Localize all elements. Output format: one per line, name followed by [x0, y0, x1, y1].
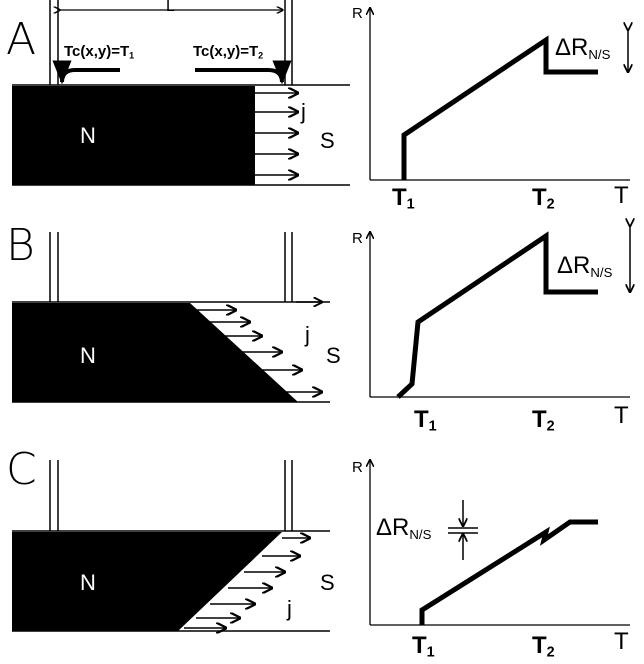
superconductor-label: S	[326, 343, 341, 368]
tc-left-pointer	[52, 60, 120, 85]
tc-left-label: Tc(x,y)=T1	[64, 43, 135, 61]
normal-label: N	[80, 343, 96, 368]
normal-region	[12, 86, 255, 185]
panel-letter-a: A	[6, 14, 37, 65]
t1-tick: T1	[414, 406, 437, 435]
panel-letter-c: C	[6, 444, 37, 495]
t2-tick: T2	[532, 406, 555, 435]
current-arrows-a	[255, 93, 298, 175]
resistance-curve	[419, 519, 598, 625]
current-label: j	[287, 596, 292, 621]
panel-c-sample	[12, 460, 330, 631]
graph-y-label: R	[352, 230, 363, 247]
graph-x-label: T	[614, 628, 629, 655]
current-label: j	[301, 99, 306, 124]
normal-label: N	[80, 570, 96, 595]
t1-tick: T1	[412, 632, 435, 661]
superconductor-label: S	[320, 128, 335, 153]
t2-tick: T2	[532, 184, 555, 213]
current-arrows-c	[184, 538, 310, 628]
normal-label: N	[80, 123, 96, 148]
normal-region	[12, 532, 282, 631]
panel-b-graph	[370, 226, 630, 399]
delta-r-label: ΔRN/S	[555, 34, 611, 62]
graph-x-label: T	[614, 182, 629, 209]
panel-a-graph	[370, 8, 630, 181]
delta-r-label: ΔRN/S	[557, 252, 613, 280]
panel-letter-b: B	[6, 220, 35, 271]
current-arrows-b	[192, 302, 322, 392]
current-label: j	[305, 322, 310, 347]
tc-right-label: Tc(x,y)=T2	[193, 43, 264, 61]
panel-a-sample	[12, 0, 350, 186]
resistance-curve	[396, 231, 598, 399]
superconductor-label: S	[320, 570, 335, 595]
normal-region	[12, 303, 298, 402]
length-label: L	[166, 0, 175, 15]
t2-tick: T2	[532, 632, 555, 661]
t1-tick: T1	[392, 184, 415, 213]
panel-c-graph	[370, 460, 630, 626]
resistance-curve	[401, 35, 598, 180]
tc-right-pointer	[195, 60, 292, 85]
graph-y-label: R	[352, 5, 363, 22]
panel-b-sample	[12, 232, 330, 403]
graph-y-label: R	[352, 459, 363, 476]
delta-r-label: ΔRN/S	[376, 514, 432, 542]
graph-x-label: T	[614, 402, 629, 429]
